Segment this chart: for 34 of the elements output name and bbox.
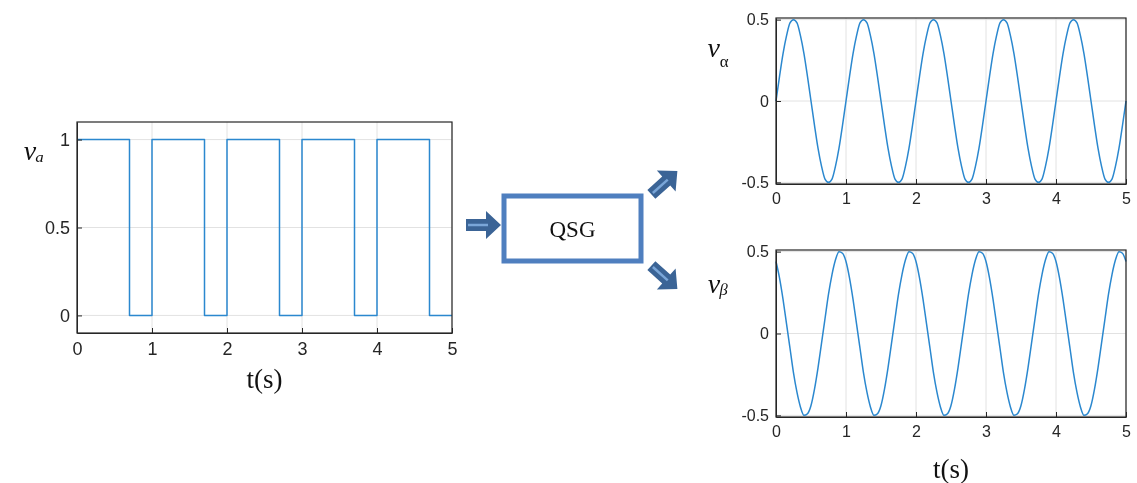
x-tick-label: 1 [842,190,852,208]
x-tick-label: 5 [1122,190,1132,208]
x-tick-label: 3 [982,423,992,441]
x-tick-label: 5 [447,338,458,359]
x-tick-label: 4 [1052,423,1062,441]
x-tick-label: 4 [1052,190,1062,208]
x-tick-label: 3 [982,190,992,208]
y-tick-label: 1 [59,129,70,150]
y-tick-label: 0.5 [746,243,770,261]
y-tick-label: 0.5 [44,217,70,238]
x-tick-label: 2 [222,338,233,359]
x-tick-label: 4 [372,338,383,359]
line-series [775,250,1127,417]
x-tick-label: 0 [772,190,782,208]
y-tick-label: 0 [760,325,770,343]
y-axis-title: vᵦ [707,268,729,299]
y-tick-label: 0 [760,92,770,110]
x-axis-title: t(s) [246,364,283,394]
x-tick-label: 2 [912,190,922,208]
x-tick-label: 2 [912,423,922,441]
y-tick-label: 0 [59,305,70,326]
text: QSG [549,216,596,242]
x-tick-label: 0 [772,423,782,441]
x-tick-label: 1 [147,338,158,359]
x-tick-label: 3 [297,338,308,359]
x-tick-label: 0 [72,338,83,359]
x-tick-label: 1 [842,423,852,441]
y-tick-label: 0.5 [746,11,770,29]
y-axis-title: vₐ [23,135,45,166]
x-tick-label: 5 [1122,423,1132,441]
y-tick-label: -0.5 [741,173,770,191]
x-axis-title: t(s) [933,454,969,483]
y-tick-label: -0.5 [741,406,770,424]
y-axis-title: v$_{α}$ [707,32,729,71]
